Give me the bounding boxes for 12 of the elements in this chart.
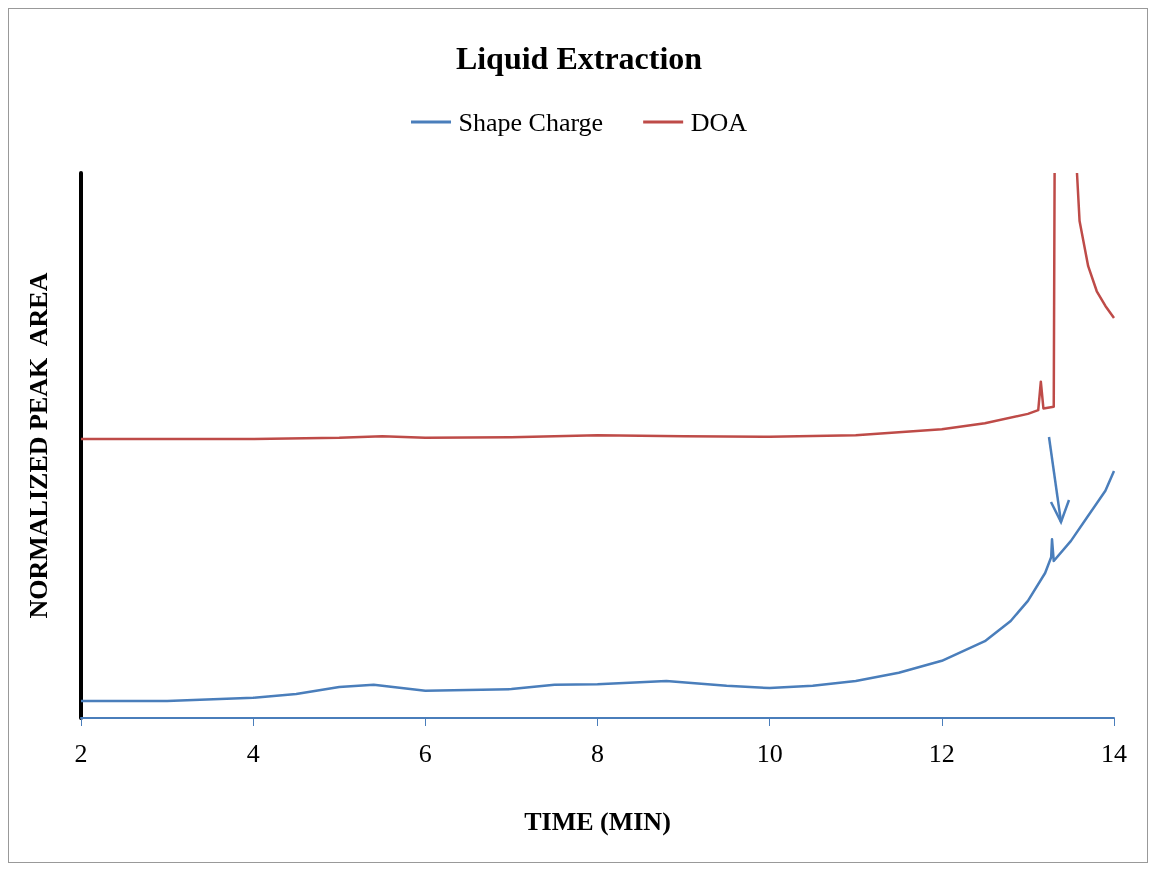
x-tick-label: 2 xyxy=(74,738,88,768)
x-tick-label: 12 xyxy=(928,738,955,768)
x-axis-title: TIME (MIN) xyxy=(524,806,671,836)
x-tick-label: 14 xyxy=(1101,738,1127,768)
legend-label: Shape Charge xyxy=(458,107,604,137)
x-tick-label: 4 xyxy=(246,738,260,768)
legend-label: DOA xyxy=(690,107,748,137)
x-tick-label: 6 xyxy=(418,738,432,768)
chart-title: Liquid Extraction xyxy=(455,40,703,76)
y-axis-title: NORMALIZED PEAK AREA xyxy=(23,272,53,619)
x-tick-label: 8 xyxy=(591,738,604,768)
x-tick-label: 10 xyxy=(756,738,783,768)
